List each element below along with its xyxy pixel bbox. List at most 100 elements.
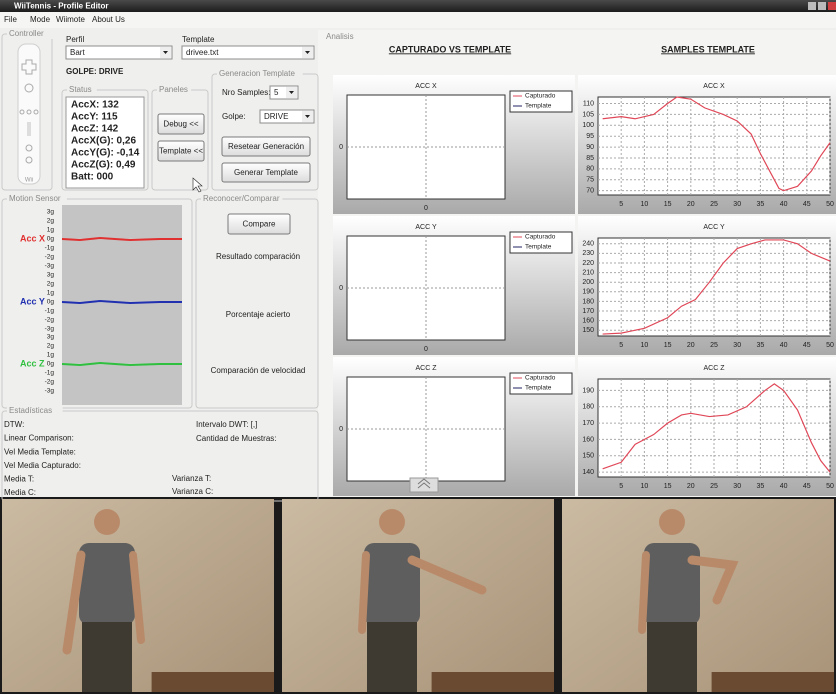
status-line: AccY: 115: [71, 112, 118, 123]
result-label: Comparación de velocidad: [211, 366, 306, 375]
y-tick-label: 105: [582, 111, 594, 118]
axis-name: Acc Z: [20, 358, 45, 368]
status-group-label: Status: [69, 85, 92, 94]
axis-name: Acc Y: [20, 296, 45, 306]
generate-button-label: Generar Template: [234, 168, 298, 177]
x-tick-label: 35: [757, 483, 765, 490]
x-tick-label: 30: [733, 201, 741, 208]
perfil-combo-value: Bart: [70, 48, 85, 57]
controller-device: Wii: [25, 178, 33, 184]
y-tick-label: 170: [582, 308, 594, 315]
reset-button-label: Resetear Generación: [228, 142, 304, 151]
legend-entry: Capturado: [525, 375, 556, 382]
axis-tick-label: -2g: [45, 379, 55, 386]
page: WiiTennis - Profile Editor {"window": {"…: [0, 0, 836, 694]
close-button[interactable]: [828, 2, 836, 10]
person-torso: [364, 543, 420, 625]
axis-tick-label: -1g: [45, 308, 55, 315]
axis-tick-label: -1g: [45, 245, 55, 252]
samples-label: Nro Samples:: [222, 88, 270, 97]
x-tick-label: 20: [687, 483, 695, 490]
paneles-group-label: Paneles: [159, 85, 188, 94]
template-chart-title: ACC Z: [704, 365, 726, 372]
y-tick-label: 70: [586, 187, 594, 194]
person-legs: [647, 622, 697, 692]
analisis-label: Analisis: [326, 32, 354, 41]
x-tick-label: 5: [619, 342, 623, 349]
axis-tick-label: -3g: [45, 326, 55, 333]
menu-item: Wiimote: [56, 15, 85, 24]
stat-label: Intervalo DWT: [,]: [196, 420, 257, 429]
person-head: [379, 509, 405, 535]
stat-label: Vel Media Capturado:: [4, 461, 81, 470]
perfil-label: Perfil: [66, 35, 84, 44]
captured-chart-title: ACC X: [415, 83, 437, 90]
stat-label: Linear Comparison:: [4, 434, 74, 443]
motion-group-label: Motion Sensor: [9, 194, 61, 203]
template-label: Template: [182, 35, 215, 44]
stat-label: Media T:: [4, 475, 34, 484]
x-tick-label: 40: [780, 201, 788, 208]
stat-label: Vel Media Template:: [4, 447, 76, 456]
window-title: WiiTennis - Profile Editor: [14, 2, 108, 11]
status-line: Batt: 000: [71, 172, 114, 183]
legend-entry: Template: [525, 385, 552, 392]
x-tick-label: 5: [619, 483, 623, 490]
maximize-button[interactable]: [818, 2, 826, 10]
result-label: Porcentaje acierto: [226, 310, 291, 319]
axis-tick-label: 1g: [47, 227, 55, 234]
golpe-label: Golpe:: [222, 112, 246, 121]
status-line: AccX: 132: [71, 100, 119, 111]
axis-tick-label: -3g: [45, 388, 55, 395]
person-legs: [82, 622, 132, 692]
y-tick-label: 75: [586, 177, 594, 184]
compare-button-label: Compare: [243, 220, 276, 229]
axis-tick-label: 2g: [47, 281, 55, 288]
person-other-arm: [362, 555, 366, 630]
axis-tick-label: 3g: [47, 209, 55, 216]
y-tick-label: 210: [582, 269, 594, 276]
reconocer-group-label: Reconocer/Comparar: [203, 194, 280, 203]
x-tick-label: 10: [641, 201, 649, 208]
menu-item: About Us: [92, 15, 125, 24]
screenshot: WiiTennis - Profile Editor FileModeWiimo…: [0, 0, 836, 694]
estadisticas-group-label: Estadísticas: [9, 406, 52, 415]
y-tick-label: 150: [582, 327, 594, 334]
x-tick-label: 40: [780, 342, 788, 349]
axis-tick-label: -3g: [45, 263, 55, 270]
y-tick-label: 100: [582, 122, 594, 129]
y-tick-label: 240: [582, 241, 594, 248]
y-tick-label: 230: [582, 250, 594, 257]
photo-floor: [432, 672, 554, 692]
generacion-group-label: Generacion Template: [219, 69, 295, 78]
y-tick-label: 220: [582, 260, 594, 267]
y-tick-label: 200: [582, 279, 594, 286]
captured-chart-title: ACC Z: [416, 365, 438, 372]
scroll-button[interactable]: [410, 478, 438, 492]
menu-item: Mode: [30, 15, 51, 24]
axis-tick-label: -2g: [45, 254, 55, 261]
x-tick-label: 0: [424, 346, 428, 353]
captured-heading: CAPTURADO VS TEMPLATE: [389, 44, 511, 54]
y-tick-label: 95: [586, 133, 594, 140]
x-tick-label: 15: [664, 201, 672, 208]
axis-tick-label: 0g: [47, 361, 55, 368]
x-tick-label: 50: [826, 201, 834, 208]
legend-entry: Capturado: [525, 93, 556, 100]
samples-combo-value: 5: [274, 88, 279, 97]
person-head: [94, 509, 120, 535]
axis-tick-label: -1g: [45, 370, 55, 377]
y-tick-label: 80: [586, 166, 594, 173]
person-head: [659, 509, 685, 535]
wiimote-speaker: [27, 122, 31, 136]
legend-entry: Template: [525, 103, 552, 110]
y-tick-label: 85: [586, 155, 594, 162]
y-tick-label: 150: [582, 453, 594, 460]
stat-label: Varianza C:: [172, 487, 213, 496]
x-tick-label: 20: [687, 201, 695, 208]
template-chart-title: ACC Y: [703, 224, 725, 231]
legend-entry: Capturado: [525, 234, 556, 241]
y-tick-label: 140: [582, 469, 594, 476]
minimize-button[interactable]: [808, 2, 816, 10]
captured-chart-title: ACC Y: [415, 224, 437, 231]
